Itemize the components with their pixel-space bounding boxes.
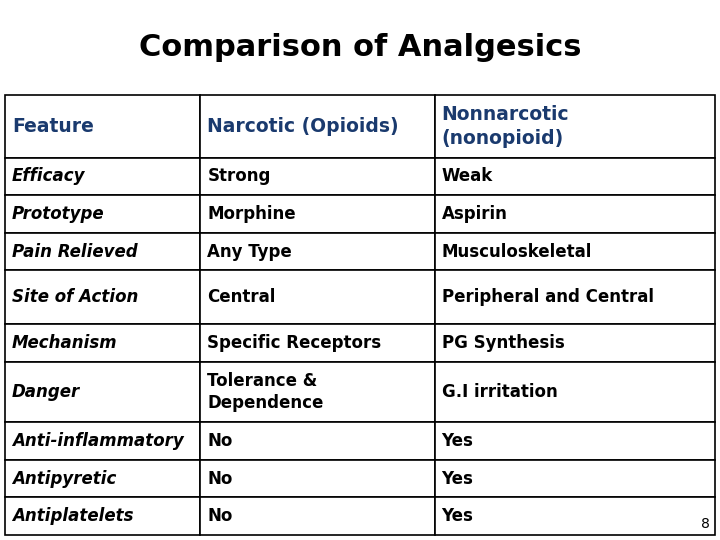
Bar <box>5 158 200 195</box>
Text: Any Type: Any Type <box>207 242 292 260</box>
Bar <box>200 324 435 361</box>
Bar <box>435 361 715 422</box>
Text: Prototype: Prototype <box>12 205 104 223</box>
Text: Yes: Yes <box>441 432 474 450</box>
Bar <box>200 422 435 460</box>
Text: Tolerance &
Dependence: Tolerance & Dependence <box>207 372 323 412</box>
Text: Antipyretic: Antipyretic <box>12 470 117 488</box>
Text: Strong: Strong <box>207 167 271 185</box>
Text: Mechanism: Mechanism <box>12 334 117 352</box>
Text: No: No <box>207 507 233 525</box>
Bar <box>200 460 435 497</box>
Text: Morphine: Morphine <box>207 205 296 223</box>
Bar <box>200 271 435 324</box>
Text: Musculoskeletal: Musculoskeletal <box>441 242 592 260</box>
Bar <box>435 95 715 158</box>
Bar <box>5 271 200 324</box>
Bar <box>435 422 715 460</box>
Text: Nonnarcotic
(nonopioid): Nonnarcotic (nonopioid) <box>441 105 570 147</box>
Text: Aspirin: Aspirin <box>441 205 508 223</box>
Text: Narcotic (Opioids): Narcotic (Opioids) <box>207 117 399 136</box>
Bar <box>5 422 200 460</box>
Text: Central: Central <box>207 288 276 306</box>
Text: Yes: Yes <box>441 507 474 525</box>
Bar <box>435 195 715 233</box>
Bar <box>435 460 715 497</box>
Text: No: No <box>207 432 233 450</box>
Bar <box>5 195 200 233</box>
Text: 8: 8 <box>701 517 710 531</box>
Text: Danger: Danger <box>12 383 80 401</box>
Text: Weak: Weak <box>441 167 492 185</box>
Bar <box>435 497 715 535</box>
Bar <box>5 361 200 422</box>
Text: Pain Relieved: Pain Relieved <box>12 242 138 260</box>
Text: Comparison of Analgesics: Comparison of Analgesics <box>139 33 581 63</box>
Bar <box>200 361 435 422</box>
Bar <box>5 497 200 535</box>
Bar <box>200 95 435 158</box>
Text: Anti-inflammatory: Anti-inflammatory <box>12 432 184 450</box>
Bar <box>200 158 435 195</box>
Text: Antiplatelets: Antiplatelets <box>12 507 133 525</box>
Text: G.I irritation: G.I irritation <box>441 383 557 401</box>
Bar <box>5 95 200 158</box>
Bar <box>5 324 200 361</box>
Bar <box>200 233 435 271</box>
Text: Efficacy: Efficacy <box>12 167 86 185</box>
Bar <box>435 233 715 271</box>
Bar <box>200 497 435 535</box>
Bar <box>435 324 715 361</box>
Text: Peripheral and Central: Peripheral and Central <box>441 288 654 306</box>
Text: Specific Receptors: Specific Receptors <box>207 334 382 352</box>
Bar <box>435 158 715 195</box>
Bar <box>200 195 435 233</box>
Text: Yes: Yes <box>441 470 474 488</box>
Bar <box>435 271 715 324</box>
Bar <box>5 233 200 271</box>
Text: Feature: Feature <box>12 117 94 136</box>
Text: PG Synthesis: PG Synthesis <box>441 334 564 352</box>
Text: No: No <box>207 470 233 488</box>
Bar <box>5 460 200 497</box>
Text: Site of Action: Site of Action <box>12 288 138 306</box>
